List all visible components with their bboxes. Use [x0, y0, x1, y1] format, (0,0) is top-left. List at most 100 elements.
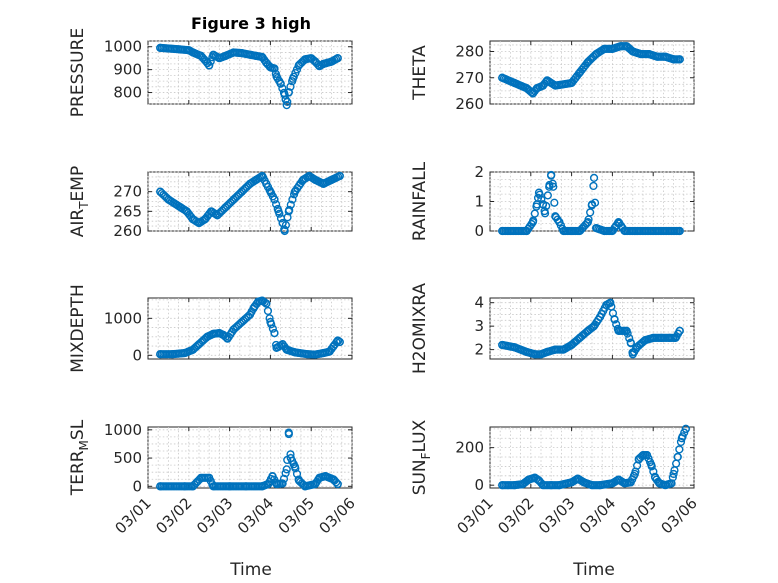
data-point — [587, 481, 597, 490]
data-point — [258, 52, 267, 62]
data-point — [284, 428, 293, 437]
y-tick-label: 265 — [113, 202, 142, 220]
data-point — [550, 198, 559, 207]
data-point — [229, 325, 238, 334]
data-point — [321, 472, 330, 481]
data-point — [311, 57, 320, 66]
data-point — [206, 57, 215, 66]
data-point — [614, 326, 623, 335]
data-point — [188, 215, 197, 224]
data-point — [528, 218, 537, 227]
data-point — [653, 52, 662, 61]
data-point — [537, 195, 546, 204]
data-point — [196, 473, 206, 482]
data-point — [156, 43, 165, 52]
data-point — [288, 74, 297, 83]
data-point — [628, 350, 637, 359]
data-point — [180, 348, 189, 358]
data-point — [638, 451, 648, 460]
data-point — [249, 303, 259, 312]
data-point — [237, 49, 246, 58]
y-tick-label: 0 — [132, 346, 142, 364]
data-point — [543, 76, 552, 85]
data-point — [626, 338, 635, 347]
data-point — [294, 60, 304, 70]
data-point — [510, 343, 519, 352]
data-point — [290, 348, 299, 357]
x-tick-label: 03/06 — [316, 494, 359, 537]
data-point — [589, 173, 599, 183]
y-tick-label: 270 — [113, 183, 142, 201]
subplot-h2omixra: 2 3 4 H2OMIXRA — [410, 283, 695, 374]
data-point — [335, 337, 344, 347]
y-axis-label-subscript: M — [77, 440, 91, 450]
y-tick-label: 260 — [455, 95, 484, 113]
data-point — [579, 478, 588, 487]
y-axis-label-main: AIR — [68, 209, 88, 238]
x-axis-label-right: Time — [572, 560, 615, 580]
y-tick-label: 200 — [455, 439, 484, 457]
data-point — [221, 51, 230, 60]
data-point — [280, 226, 289, 236]
data-point — [333, 54, 342, 63]
data-point — [582, 219, 592, 228]
y-tick-label: 1000 — [104, 421, 142, 439]
data-point — [207, 207, 216, 216]
data-point — [184, 46, 193, 55]
data-point — [305, 171, 314, 181]
data-point — [673, 452, 682, 462]
data-point — [156, 482, 165, 491]
data-point — [311, 175, 320, 184]
data-point — [545, 182, 554, 191]
y-axis-label: PRESSURE — [68, 28, 88, 117]
data-point — [311, 479, 320, 489]
data-point — [282, 465, 291, 474]
data-point — [329, 341, 338, 351]
data-point — [534, 188, 544, 197]
data-point — [632, 343, 641, 352]
data-point — [575, 333, 584, 342]
data-point — [647, 460, 656, 469]
data-point — [498, 340, 507, 350]
data-point — [610, 315, 619, 324]
data-point — [319, 59, 328, 69]
y-tick-label: 1000 — [104, 309, 142, 327]
data-point — [538, 81, 548, 90]
y-axis-label-main: SUN — [410, 459, 430, 495]
data-point — [182, 207, 191, 216]
data-point — [311, 350, 320, 359]
y-axis-label: THETA — [410, 45, 430, 101]
data-point — [288, 195, 297, 204]
data-point — [215, 329, 224, 338]
x-tick-label: 03/01 — [112, 494, 155, 537]
data-point — [278, 340, 287, 349]
data-point — [188, 345, 197, 354]
data-point — [622, 326, 631, 335]
data-point — [676, 437, 686, 447]
data-point — [278, 219, 287, 228]
data-point — [188, 48, 197, 57]
y-axis-label-rest: LUX — [410, 419, 430, 452]
data-point — [534, 476, 544, 485]
y-tick-label: 500 — [113, 449, 142, 467]
data-point — [329, 475, 338, 484]
data-point — [241, 482, 251, 491]
x-tick-label: 03/03 — [193, 494, 236, 537]
y-axis-label: AIRTEMP — [68, 166, 91, 237]
data-point — [333, 479, 342, 489]
data-point — [164, 195, 173, 204]
data-point — [528, 89, 537, 98]
data-point — [640, 336, 650, 345]
data-point — [600, 226, 609, 236]
y-axis-label-subscript: F — [419, 452, 433, 459]
data-point — [298, 175, 308, 184]
data-point — [675, 55, 684, 64]
data-point — [266, 187, 275, 196]
y-tick-label: 260 — [113, 222, 142, 240]
y-axis-label: SUNFLUX — [410, 419, 433, 495]
y-tick-label: 4 — [474, 294, 484, 312]
data-point — [290, 462, 299, 471]
